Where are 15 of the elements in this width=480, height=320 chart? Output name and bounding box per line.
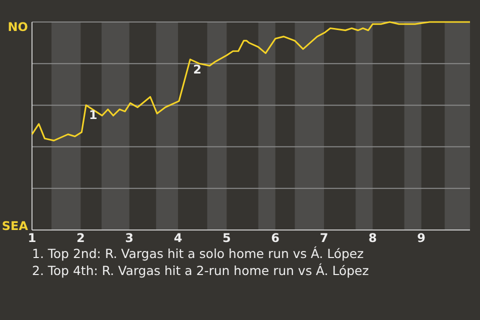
- x-tick-label: 3: [125, 231, 134, 245]
- x-tick-label: 8: [368, 231, 377, 245]
- x-tick-label: 4: [174, 231, 182, 245]
- x-tick-label: 9: [417, 231, 426, 245]
- text: SEA: [2, 219, 29, 233]
- x-tick-label: 1: [28, 231, 36, 245]
- x-tick-label: 2: [76, 231, 85, 245]
- annotation: 1: [89, 108, 98, 122]
- text: NO: [8, 20, 28, 34]
- annotation: 2: [193, 62, 202, 76]
- x-tick-label: 5: [222, 231, 231, 245]
- x-tick-label: 6: [271, 231, 280, 245]
- text: 2. Top 4th: R. Vargas hit a 2-run home run vs Á. López: [32, 263, 370, 278]
- x-tick-label: 7: [320, 231, 328, 245]
- text: 1. Top 2nd: R. Vargas hit a solo home run vs Á. López: [32, 246, 364, 261]
